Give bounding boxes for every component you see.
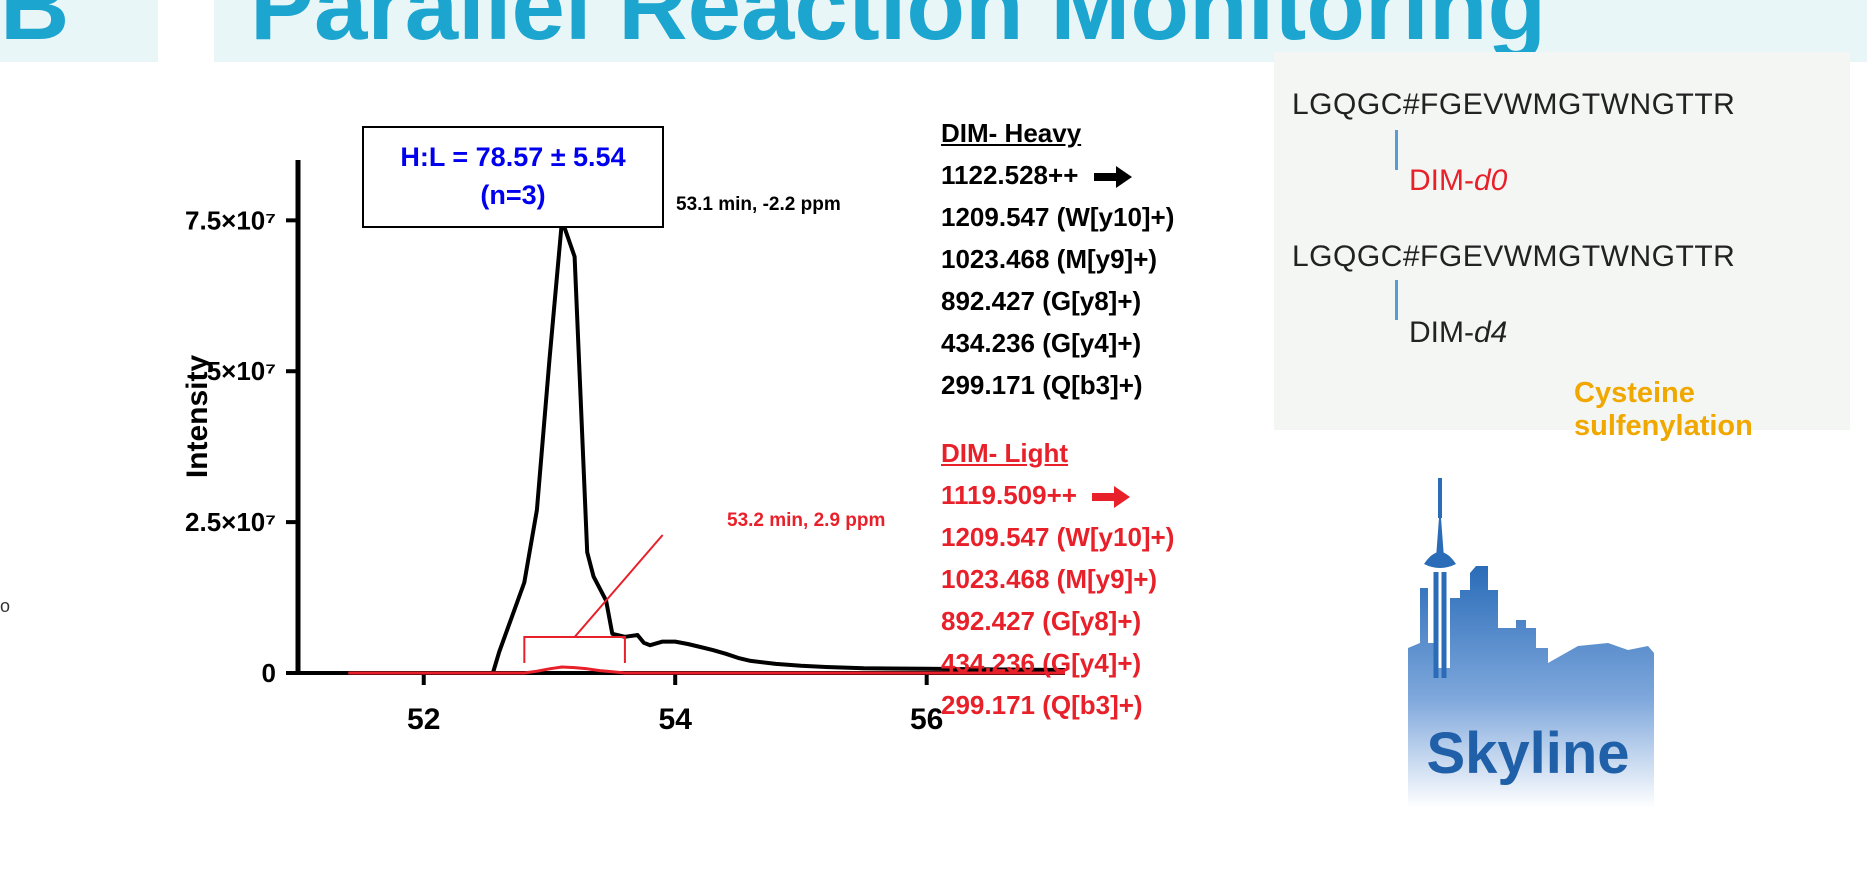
skyline-logo [1408, 478, 1654, 808]
heavy-arrow-icon [1093, 166, 1132, 189]
slide-title: Parallel Reaction Monitoring [250, 0, 1547, 60]
chromatogram-chart: 0 2.5×10⁷ 5×10⁷ 7.5×10⁷ 52 54 56 Intensity [181, 160, 1066, 736]
light-arrow-icon [1092, 486, 1131, 509]
light-precursor: 1119.509++ [941, 480, 1077, 510]
integration-bracket [523, 636, 626, 663]
y-tick-label: 7.5×10⁷ [185, 205, 276, 235]
x-tick-label: 52 [407, 703, 440, 736]
link-line [1395, 280, 1398, 320]
light-ion: 434.236 (G[y4]+) [941, 648, 1142, 678]
y-axis-label: Intensity [181, 355, 214, 479]
y-tick-label: 2.5×10⁷ [185, 507, 276, 537]
dim-d0-prefix: DIM- [1409, 164, 1474, 197]
light-precursor-row: 1119.509++ [941, 474, 1174, 516]
light-peak-leader [573, 534, 664, 638]
heavy-ion: 1209.547 (W[y10]+) [941, 202, 1175, 232]
heavy-ion: 299.171 (Q[b3]+) [941, 370, 1143, 400]
light-ion: 1209.547 (W[y10]+) [941, 522, 1175, 552]
x-tick-label: 56 [910, 703, 943, 736]
light-ion: 1023.468 (M[y9]+) [941, 564, 1158, 594]
ratio-n: (n=3) [480, 180, 546, 210]
link-line [1395, 130, 1398, 170]
ratio-box: H:L = 78.57 ± 5.54 (n=3) [362, 126, 664, 228]
heavy-ion: 434.236 (G[y4]+) [941, 328, 1142, 358]
heavy-legend: DIM- Heavy 1122.528++ 1209.547 (W[y10]+)… [941, 112, 1174, 406]
light-ion: 892.427 (G[y8]+) [941, 606, 1142, 636]
x-tick-label: 54 [659, 703, 693, 736]
heavy-ion: 1023.468 (M[y9]+) [941, 244, 1158, 274]
peptide-sequence: LGQGC#FGEVWMGTWNGTTR [1292, 240, 1736, 273]
heavy-precursor: 1122.528++ [941, 160, 1079, 190]
light-legend: DIM- Light 1119.509++ 1209.547 (W[y10]+)… [941, 432, 1174, 726]
heavy-precursor-row: 1122.528++ [941, 154, 1174, 196]
heavy-ion: 892.427 (G[y8]+) [941, 286, 1142, 316]
series-line [348, 665, 1065, 675]
left-title-fragment: B [0, 0, 70, 60]
dim-d4-suffix: d4 [1473, 316, 1508, 349]
sulfenylation-caption: Cysteine sulfenylation [1574, 377, 1753, 442]
peptide-sequence: LGQGC#FGEVWMGTWNGTTR [1292, 88, 1736, 121]
series-line [298, 218, 1066, 675]
left-title-fragment-band: B [0, 0, 158, 62]
dim-d0-label: DIM-d0 [1409, 164, 1507, 198]
title-band: Parallel Reaction Monitoring [214, 0, 1867, 62]
light-legend-header: DIM- Light [941, 438, 1069, 468]
stray-mark: o [0, 596, 11, 616]
sequence-panel: LGQGC#FGEVWMGTWNGTTR DIM-d0 LGQGC#FGEVWM… [1274, 52, 1850, 442]
heavy-legend-header: DIM- Heavy [941, 118, 1082, 148]
heavy-peak-label: 53.1 min, -2.2 ppm [676, 194, 841, 215]
dim-d4-label: DIM-d4 [1409, 316, 1507, 350]
y-tick-label: 5×10⁷ [207, 356, 276, 386]
light-ion: 299.171 (Q[b3]+) [941, 690, 1143, 720]
skyline-logo-text: Skyline [1426, 721, 1630, 786]
y-tick-label: 0 [262, 658, 276, 688]
dim-d4-prefix: DIM- [1409, 316, 1474, 349]
chart-plot: 0 2.5×10⁷ 5×10⁷ 7.5×10⁷ 52 54 56 Intensity [181, 160, 1066, 736]
ratio-value: H:L = 78.57 ± 5.54 [400, 142, 626, 172]
light-peak-label: 53.2 min, 2.9 ppm [727, 510, 886, 531]
dim-d0-suffix: d0 [1473, 164, 1508, 197]
